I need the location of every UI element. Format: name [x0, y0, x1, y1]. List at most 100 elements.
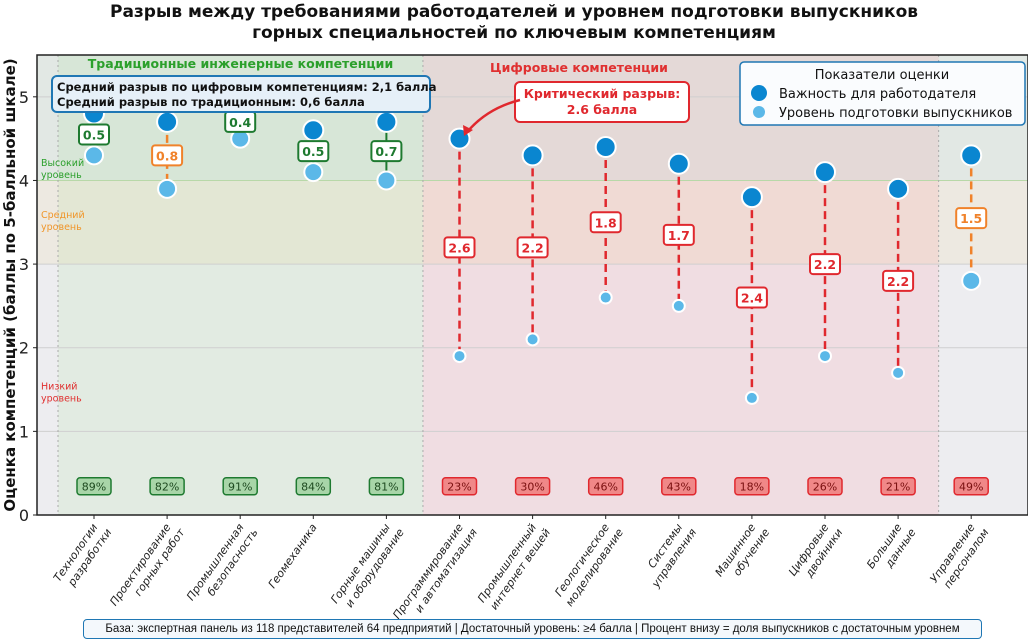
graduate-level-point [744, 390, 759, 405]
graduate-level-point [818, 349, 832, 364]
footnote: База: экспертная панель из 118 представи… [83, 619, 982, 639]
gap-label: 1.8 [595, 215, 617, 230]
graduate-level-point [671, 298, 686, 313]
gap-label-box [735, 286, 768, 309]
critical-gap-annotation: 2.6 балла [567, 102, 637, 117]
legend-entry: Уровень подготовки выпускников [779, 106, 1012, 121]
critical-gap-annotation: Критический разрыв: [524, 86, 681, 101]
employer-importance-point [887, 177, 910, 200]
arrow-head-icon [463, 125, 473, 136]
y-tick-label: 4 [19, 171, 29, 190]
employer-importance-point [521, 144, 544, 167]
percent-label-box [441, 476, 478, 496]
graduate-level-point [525, 332, 540, 347]
gap-label-box [882, 269, 915, 292]
employer-importance-point [740, 186, 763, 209]
percent-label: 21% [886, 481, 910, 494]
gap-label-box [443, 236, 476, 259]
gap-label: 1.5 [960, 211, 982, 226]
gap-label: 0.5 [83, 127, 105, 142]
employer-importance-point [302, 119, 325, 142]
level-label: уровень [41, 170, 82, 181]
gap-label: 2.2 [522, 240, 544, 255]
legend-marker [751, 85, 767, 101]
employer-importance-point [375, 110, 398, 133]
percent-label: 26% [813, 481, 837, 494]
graduate-level-point [157, 178, 178, 199]
legend-entry: Важность для работодателя [779, 87, 976, 102]
percent-label: 30% [520, 481, 544, 494]
legend-marker [753, 106, 765, 118]
employer-importance-point [156, 110, 179, 133]
percent-label: 23% [447, 481, 471, 494]
percent-label: 89% [82, 481, 106, 494]
title-line-1: Разрыв между требованиями работодателей … [109, 2, 919, 22]
gap-label-box [78, 123, 110, 146]
percent-label-box [222, 476, 258, 496]
gap-label: 0.7 [375, 144, 397, 159]
percent-label: 82% [155, 481, 179, 494]
percent-label-box [661, 476, 697, 496]
percent-label-box [953, 476, 989, 496]
graduate-level-point [961, 270, 982, 291]
annotation-arrow [467, 98, 521, 132]
percent-label: 49% [959, 481, 983, 494]
summary-box [51, 75, 431, 113]
chart-title: Разрыв между требованиями работодателей … [0, 2, 1028, 44]
summary-line: Средний разрыв по традиционным: 0,6 балл… [57, 95, 365, 109]
employer-importance-point [814, 161, 836, 184]
y-tick-label: 2 [19, 339, 29, 358]
level-label: уровень [41, 222, 82, 233]
percent-label-box [76, 476, 112, 496]
percent-label: 81% [374, 481, 398, 494]
percent-label: 43% [667, 481, 691, 494]
gap-label: 2.4 [741, 291, 763, 306]
percent-label: 18% [740, 481, 764, 494]
percent-label-box [514, 476, 551, 496]
level-label: уровень [41, 394, 82, 405]
percent-label-box [880, 476, 916, 496]
summary-line: Средний разрыв по цифровым компетенциям:… [57, 80, 436, 94]
percent-label: 46% [593, 481, 617, 494]
percent-label-box [807, 476, 843, 496]
percent-label-box [734, 476, 770, 496]
y-tick-label: 3 [19, 255, 29, 274]
y-tick-label: 1 [19, 422, 29, 441]
graduate-level-point [303, 162, 324, 183]
level-label: Средний [41, 210, 85, 221]
gap-label-box [370, 140, 403, 163]
group-title-digital: Цифровые компетенции [490, 60, 668, 75]
title-line-2: горных специальностей по ключевым компет… [252, 23, 776, 43]
employer-importance-point [667, 152, 690, 175]
percent-label-box [295, 476, 332, 496]
employer-importance-point [960, 144, 983, 167]
percent-label-box [368, 476, 405, 496]
digital-region [422, 55, 939, 515]
group-title-traditional: Традиционные инженерные компетенции [88, 56, 393, 71]
gap-label-box [589, 211, 622, 234]
y-axis-label: Оценка компетенций (баллы по 5-балльной … [1, 58, 19, 511]
gap-label-box [151, 144, 184, 167]
gap-label-box [662, 223, 695, 246]
y-tick-label: 5 [19, 88, 29, 107]
level-label: Низкий [41, 382, 77, 393]
percent-label-box [149, 476, 185, 496]
percent-label: 91% [228, 481, 252, 494]
legend [739, 61, 1026, 126]
gap-label: 1.7 [668, 228, 690, 243]
gap-label: 0.8 [156, 148, 178, 163]
graduate-level-point [376, 170, 397, 191]
x-tick-label: Геомеханика [266, 521, 320, 591]
level-label: Высокий [41, 158, 84, 169]
employer-importance-point [594, 136, 617, 158]
y-tick-label: 0 [19, 506, 29, 525]
graduate-level-point [84, 145, 104, 166]
gap-label: 2.2 [814, 257, 836, 272]
gap-label: 2.2 [887, 274, 909, 289]
percent-label: 84% [301, 481, 325, 494]
graduate-level-point [452, 349, 467, 364]
gap-label-box [297, 140, 330, 163]
percent-label-box [587, 476, 624, 496]
gap-label: 2.6 [448, 240, 470, 255]
